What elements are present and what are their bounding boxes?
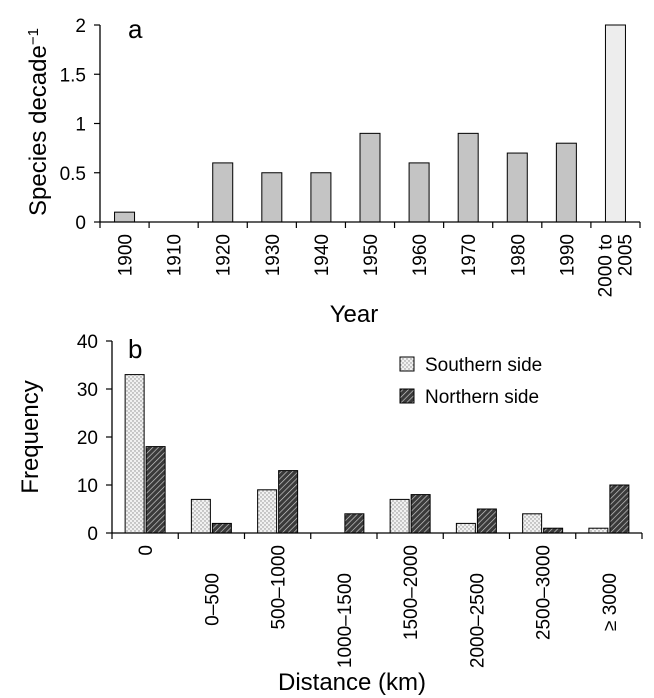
panel-b-y-tick-label: 0 xyxy=(87,524,98,545)
panel-a-y-tick-label: 1 xyxy=(75,115,86,136)
panel-a-y-title: Species decade−1 xyxy=(25,28,53,216)
panel-a-bar xyxy=(114,211,136,223)
panel-a-x-ticks: 1900 1910 1920 1930 1940 1950 1960 1970 1980 1990… xyxy=(99,222,641,297)
panel-b-x-tick-label: 1500–2000 xyxy=(401,545,422,640)
panel-b-bar-southern xyxy=(522,513,543,534)
panel-a-y-ticks: 0 0.5 1 1.5 2 xyxy=(60,16,100,234)
panel-a-bar xyxy=(359,132,381,223)
panel-b-y-title: Frequency xyxy=(17,380,44,493)
panel-b-bar-northern xyxy=(410,494,431,534)
panel-b-y-ticks: 0 10 20 30 40 xyxy=(77,332,112,545)
panel-a-y-tick-label: 1.5 xyxy=(60,65,86,86)
panel-a-x-tick-label: 1900 xyxy=(116,234,137,276)
panel-b-x-tick-label: ≥ 3000 xyxy=(600,573,621,631)
panel-b-bar-northern xyxy=(344,513,365,534)
panel-a-bars xyxy=(114,24,626,223)
panel-a-y-tick-label: 0.5 xyxy=(60,164,86,185)
panel-a-bar xyxy=(604,24,626,223)
panel-b-bars xyxy=(124,374,630,534)
panel-a-bar xyxy=(212,162,234,223)
panel-a-bar xyxy=(261,172,283,223)
panel-a-x-tick-label: 2000 to xyxy=(595,234,616,297)
panel-a-x-tick-label: 2005 xyxy=(615,234,636,276)
panel-b-y-tick-label: 30 xyxy=(77,380,98,401)
panel-a-x-tick-label: 1960 xyxy=(410,234,431,276)
legend-swatch-northern xyxy=(399,388,415,404)
panel-a-bar xyxy=(555,142,577,223)
panel-a-x-tick-label: 1950 xyxy=(361,234,382,276)
panel-a-x-tick-label: 1920 xyxy=(214,234,235,276)
panel-b-x-title: Distance (km) xyxy=(278,669,426,696)
panel-b-bar-southern xyxy=(190,498,211,534)
panel-a-x-title: Year xyxy=(330,301,379,328)
panel-b-x-tick-label: 0 xyxy=(136,545,157,556)
panel-a-letter: a xyxy=(128,14,143,44)
panel-b-legend: Southern side Northern side xyxy=(399,355,542,408)
panel-a-x-tick-label: 1910 xyxy=(165,234,186,276)
panel-b-y-tick-label: 10 xyxy=(77,476,98,497)
panel-b-x-ticks: 0 0–500 500–1000 1000–1500 1500–2000 2000–250… xyxy=(111,533,643,668)
panel-b-letter: b xyxy=(128,334,142,364)
panel-a-x-tick-label: 1970 xyxy=(459,234,480,276)
panel-b-y-tick-label: 40 xyxy=(77,332,98,353)
panel-b-bar-southern xyxy=(124,374,145,534)
legend-label-southern: Southern side xyxy=(425,355,542,376)
legend-swatch-southern xyxy=(399,356,415,372)
panel-b-bar-northern xyxy=(145,446,166,534)
panel-a-bar xyxy=(310,172,332,223)
panel-b-y-tick-label: 20 xyxy=(77,428,98,449)
panel-b-x-tick-label: 1000–1500 xyxy=(335,573,356,668)
panel-b-x-tick-label: 500–1000 xyxy=(269,545,290,630)
panel-b-bar-northern xyxy=(543,527,564,534)
panel-a-bar xyxy=(506,152,528,223)
panel-b-bar-southern xyxy=(588,527,609,534)
panel-b-bar-northern xyxy=(609,484,630,534)
panel-b-bar-southern xyxy=(257,489,278,534)
legend-label-northern: Northern side xyxy=(425,387,539,408)
panel-b-bar-northern xyxy=(278,470,299,534)
panel-b-x-tick-label: 2000–2500 xyxy=(467,573,488,668)
panel-a-y-tick-label: 0 xyxy=(75,213,86,234)
panel-b-bar-northern xyxy=(211,522,232,534)
panel-a-x-tick-label: 1930 xyxy=(263,234,284,276)
panel-b-x-tick-label: 2500–3000 xyxy=(534,545,555,640)
panel-a-y-tick-label: 2 xyxy=(75,16,86,37)
panel-b-x-tick-label: 0–500 xyxy=(202,573,223,626)
panel-b-bar-southern xyxy=(389,498,410,534)
panel-b-bar-northern xyxy=(476,508,497,534)
panel-a-x-tick-label: 1980 xyxy=(508,234,529,276)
panel-a-x-tick-label: 1940 xyxy=(312,234,333,276)
panel-a-x-tick-label: 1990 xyxy=(557,234,578,276)
panel-a-bar xyxy=(408,162,430,223)
panel-b: 0 10 20 30 40 0 0–500 500–1000 1000–1500 1500–20… xyxy=(17,332,643,696)
panel-a-bar xyxy=(457,132,479,223)
panel-b-bar-southern xyxy=(455,522,476,534)
panel-a: 00.511.52 1900 1910 1920 1930 1940 1950 1960 19… xyxy=(25,14,641,328)
